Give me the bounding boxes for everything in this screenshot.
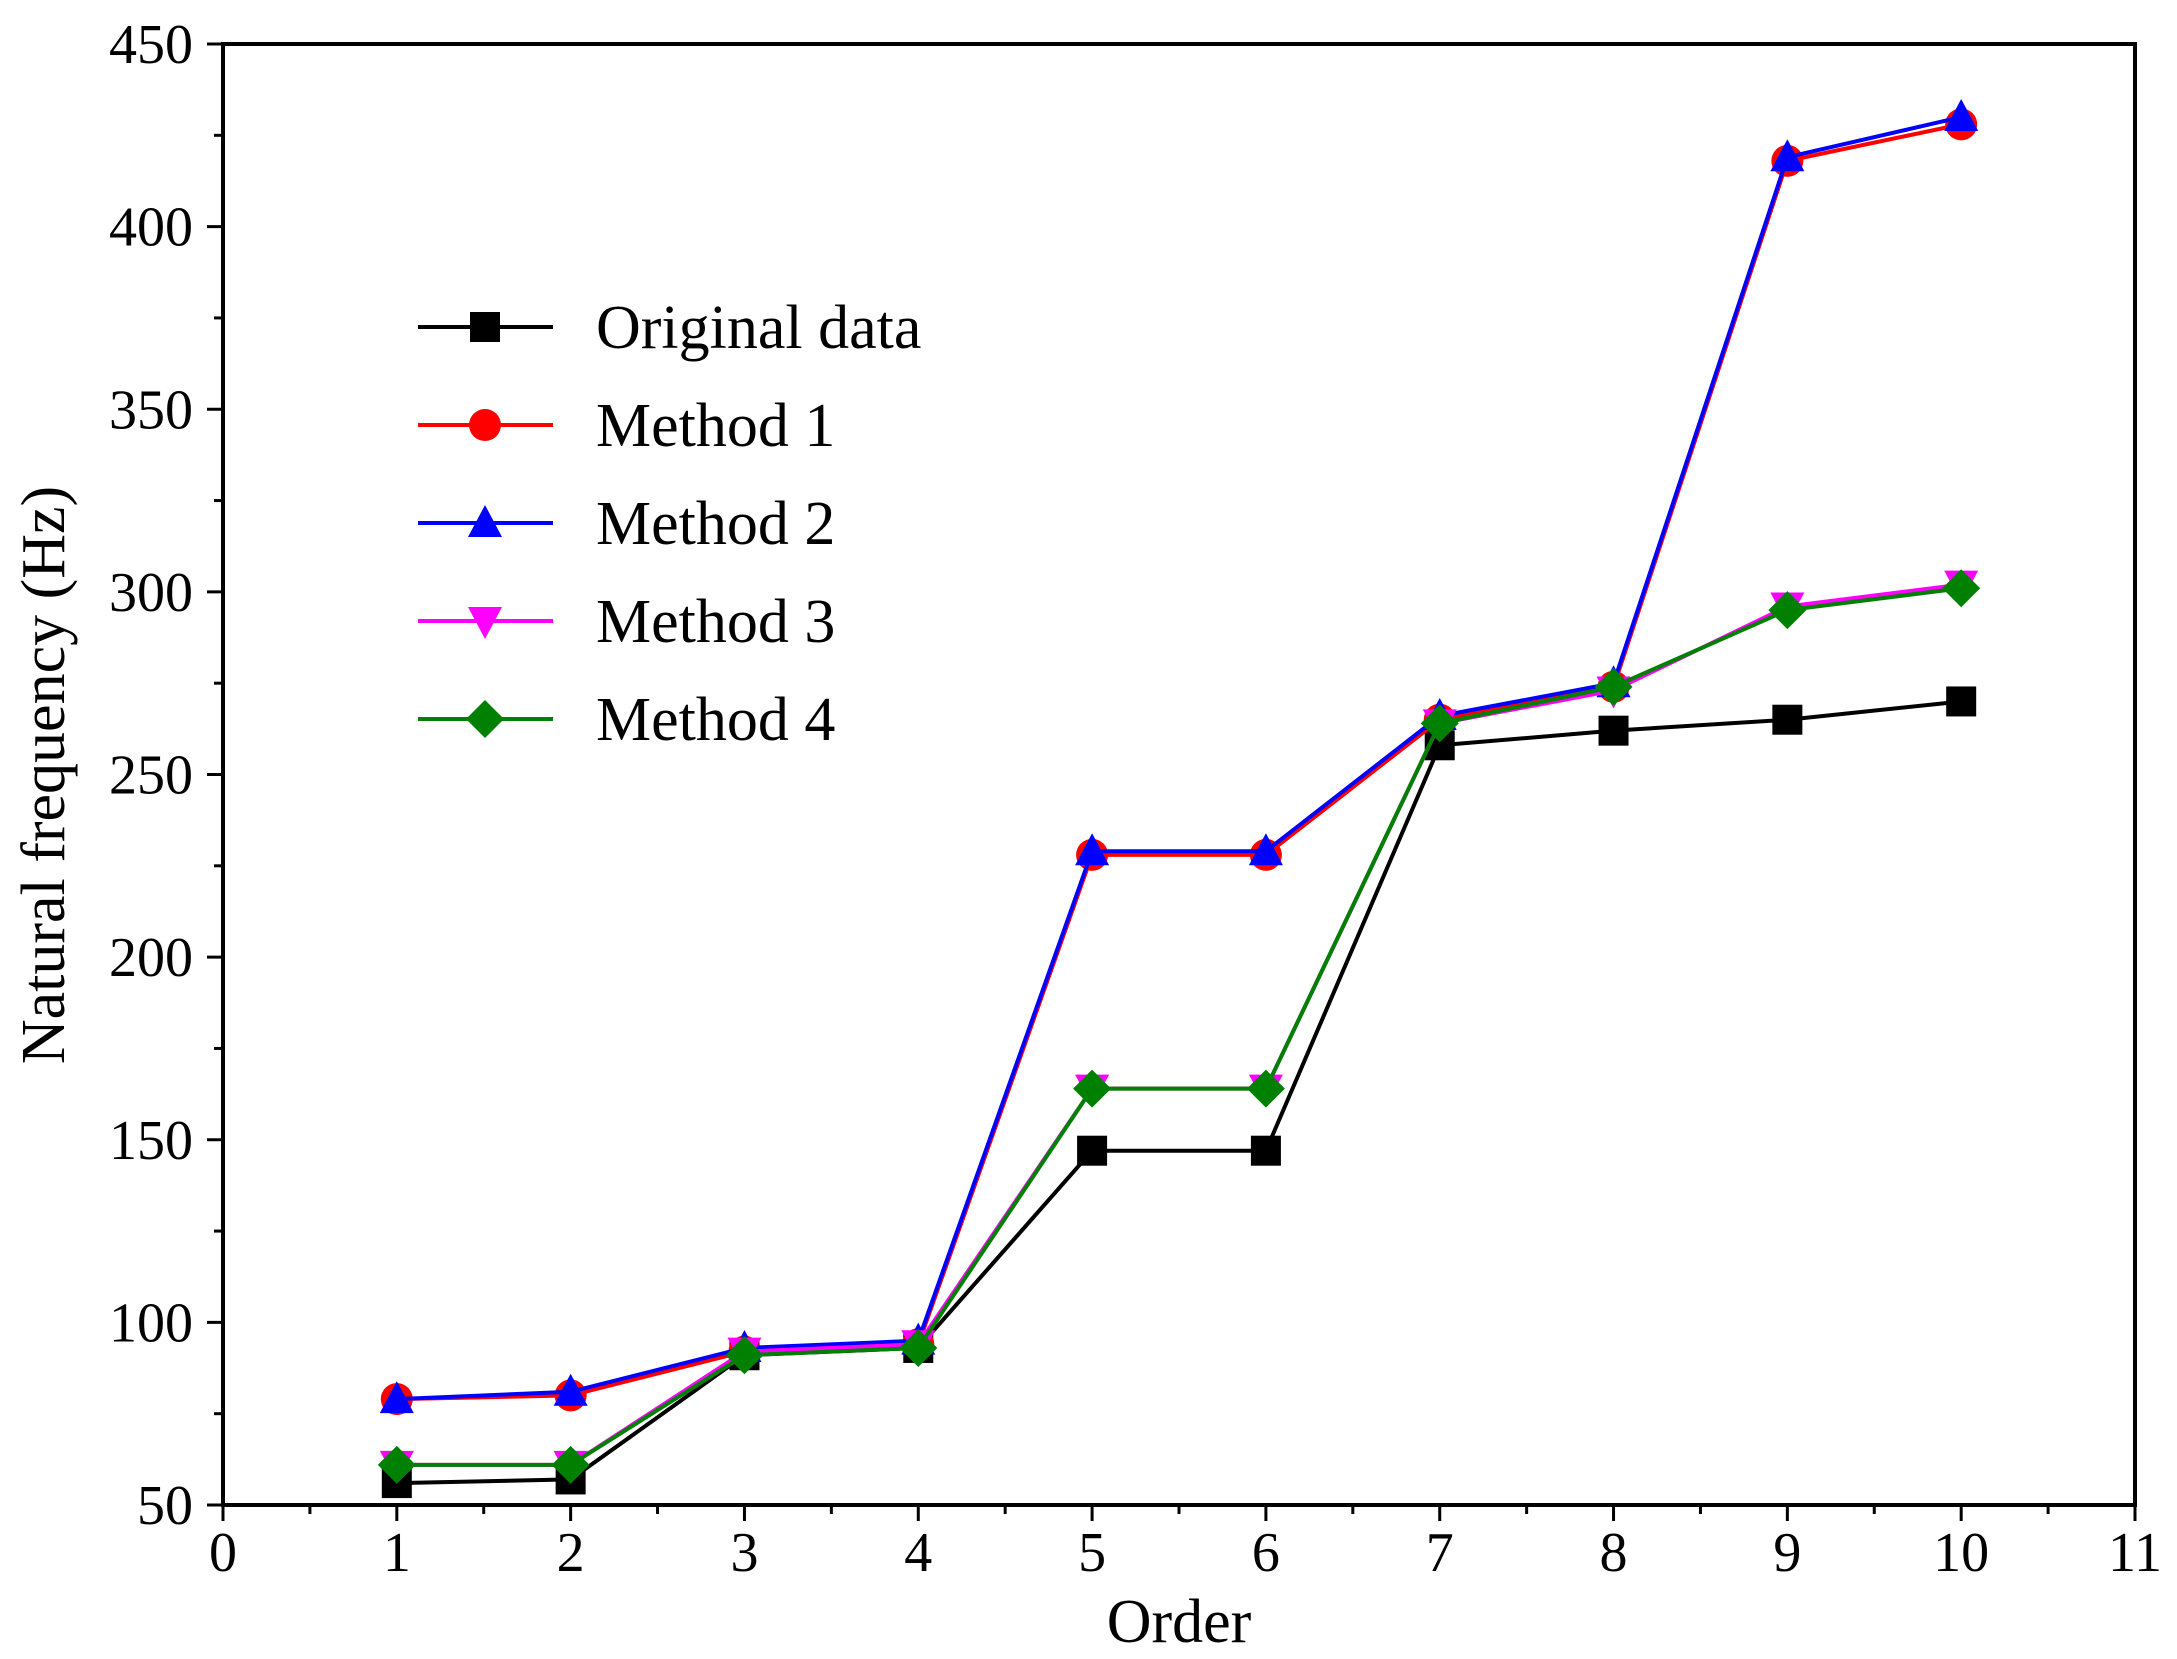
legend-marker bbox=[466, 700, 504, 738]
axis-ticks: 0 1 2 3 4 5 6 7 8 9 10 11 50 100 150 200 250 300 350 400 450 bbox=[109, 14, 2162, 1584]
data-point-original-data bbox=[1598, 715, 1629, 746]
y-axis-title: Natural frequency (Hz) bbox=[10, 486, 78, 1064]
data-point-method-2 bbox=[1944, 99, 1979, 132]
x-tick-label: 9 bbox=[1773, 1522, 1801, 1584]
data-point-method-4 bbox=[1768, 591, 1807, 630]
y-tick-label: 100 bbox=[109, 1292, 193, 1354]
x-tick-label: 5 bbox=[1078, 1522, 1106, 1584]
series-method-4 bbox=[377, 569, 1981, 1484]
data-series bbox=[377, 99, 1981, 1499]
data-point-original-data bbox=[1946, 686, 1977, 717]
series-line-original-data bbox=[396, 699, 1962, 1486]
x-tick-label: 8 bbox=[1600, 1522, 1628, 1584]
data-point-method-4 bbox=[1073, 1069, 1112, 1108]
plot-area-background bbox=[223, 44, 2135, 1505]
x-tick-label: 11 bbox=[2108, 1522, 2162, 1584]
data-point-method-4 bbox=[1942, 569, 1981, 608]
legend-label: Original data bbox=[596, 294, 921, 362]
legend-marker bbox=[469, 409, 501, 441]
data-point-method-2 bbox=[1075, 833, 1110, 866]
data-point-method-2 bbox=[1248, 833, 1283, 866]
x-tick-label: 7 bbox=[1426, 1522, 1454, 1584]
legend-item-method-3: Method 3 bbox=[418, 588, 835, 656]
y-tick-label: 450 bbox=[109, 14, 193, 76]
data-point-method-4 bbox=[725, 1336, 764, 1375]
legend: Original data Method 1 Method 2 Method 3 Met… bbox=[418, 294, 921, 754]
legend-marker bbox=[468, 607, 502, 639]
legend-marker bbox=[468, 505, 502, 537]
y-tick-label: 250 bbox=[109, 745, 193, 807]
legend-label: Method 1 bbox=[596, 392, 835, 460]
x-tick-label: 2 bbox=[557, 1522, 585, 1584]
legend-label: Method 4 bbox=[596, 686, 835, 754]
legend-item-method-2: Method 2 bbox=[418, 490, 835, 558]
y-tick-label: 200 bbox=[109, 927, 193, 989]
data-point-method-2 bbox=[553, 1373, 588, 1406]
data-point-original-data bbox=[1772, 704, 1803, 735]
legend-marker bbox=[470, 312, 500, 342]
legend-label: Method 2 bbox=[596, 490, 835, 558]
x-tick-label: 10 bbox=[1933, 1522, 1989, 1584]
x-tick-label: 0 bbox=[209, 1522, 237, 1584]
x-tick-label: 4 bbox=[904, 1522, 932, 1584]
series-line-method-2 bbox=[396, 115, 1962, 1402]
data-point-method-4 bbox=[1246, 1069, 1285, 1108]
data-point-original-data bbox=[1077, 1135, 1108, 1166]
y-tick-label: 350 bbox=[109, 379, 193, 441]
legend-item-method-1: Method 1 bbox=[418, 392, 835, 460]
series-line-method-4 bbox=[396, 586, 1962, 1467]
x-tick-label: 6 bbox=[1252, 1522, 1280, 1584]
data-point-method-4 bbox=[551, 1445, 590, 1484]
data-point-method-2 bbox=[379, 1381, 414, 1414]
y-tick-label: 50 bbox=[137, 1475, 193, 1537]
data-point-method-4 bbox=[899, 1328, 938, 1367]
x-axis-title: Order bbox=[1107, 1588, 1252, 1656]
x-tick-label: 1 bbox=[383, 1522, 411, 1584]
legend-item-original-data: Original data bbox=[418, 294, 921, 362]
data-point-method-4 bbox=[1594, 667, 1633, 706]
y-tick-label: 400 bbox=[109, 197, 193, 259]
y-tick-label: 300 bbox=[109, 562, 193, 624]
data-point-method-4 bbox=[377, 1445, 416, 1484]
plot-frame bbox=[221, 42, 2137, 1507]
legend-item-method-4: Method 4 bbox=[418, 686, 835, 754]
legend-label: Method 3 bbox=[596, 588, 835, 656]
y-tick-label: 150 bbox=[109, 1110, 193, 1172]
data-point-original-data bbox=[1250, 1135, 1281, 1166]
data-point-method-4 bbox=[1420, 704, 1459, 743]
x-tick-label: 3 bbox=[730, 1522, 758, 1584]
data-point-method-2 bbox=[1770, 139, 1805, 172]
